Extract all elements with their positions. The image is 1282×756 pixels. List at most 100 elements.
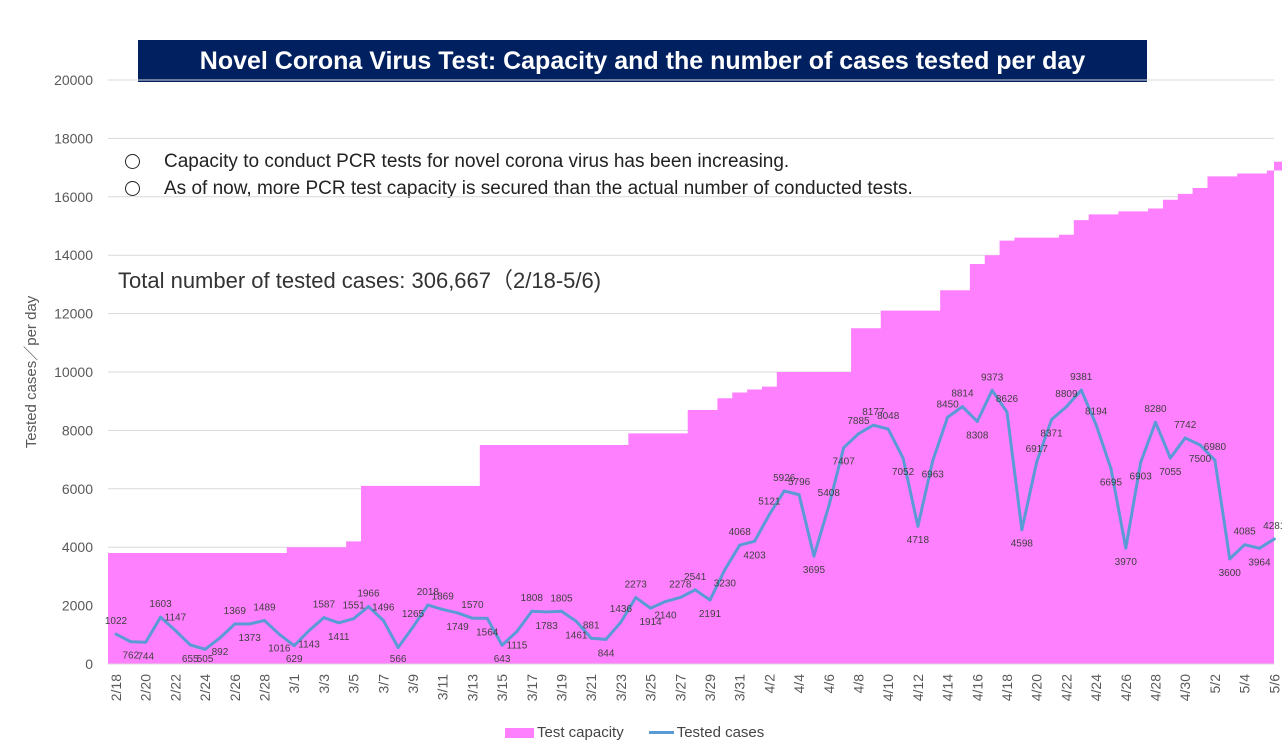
tested-point — [470, 616, 474, 620]
x-tick-label: 4/4 — [791, 674, 807, 694]
data-label: 4085 — [1233, 527, 1256, 538]
tested-point — [857, 432, 860, 436]
data-label: 1564 — [476, 627, 499, 638]
tested-point — [1228, 557, 1232, 561]
data-label: 8177 — [862, 407, 885, 418]
bullet-item: As of now, more PCR test capacity is sec… — [125, 175, 913, 202]
bullet-text: As of now, more PCR test capacity is sec… — [164, 178, 913, 199]
data-label: 1143 — [298, 640, 320, 651]
tested-point — [263, 619, 266, 623]
data-label: 892 — [212, 647, 229, 658]
tested-point — [589, 636, 593, 640]
tested-point — [411, 625, 415, 629]
data-label: 1749 — [446, 622, 469, 633]
data-label: 1914 — [639, 617, 662, 628]
data-label: 1373 — [239, 633, 262, 644]
chart-title: Novel Corona Virus Test: Capacity and th… — [138, 40, 1147, 82]
tested-point — [975, 419, 979, 423]
tested-point — [782, 489, 786, 493]
tested-point — [233, 622, 237, 626]
x-tick-label: 3/17 — [524, 674, 540, 701]
x-tick-label: 5/4 — [1237, 674, 1253, 694]
tested-point — [1064, 405, 1068, 409]
x-tick-label: 3/7 — [375, 674, 391, 694]
data-label: 8371 — [1040, 429, 1063, 440]
data-label: 3970 — [1115, 557, 1138, 568]
data-label: 7742 — [1174, 420, 1197, 431]
legend-swatch-capacity — [505, 727, 534, 738]
y-tick-label: 18000 — [54, 130, 93, 146]
data-label: 1603 — [149, 599, 172, 610]
x-tick-label: 3/29 — [702, 674, 718, 701]
tested-point — [1168, 456, 1172, 460]
data-label: 5796 — [788, 477, 811, 488]
tested-point — [1183, 436, 1187, 440]
data-label: 8814 — [951, 389, 974, 400]
tested-point — [1198, 443, 1202, 447]
data-label: 3695 — [803, 565, 826, 576]
data-label: 2140 — [654, 611, 677, 622]
capacity-area — [108, 161, 1282, 664]
data-label: 881 — [583, 620, 600, 631]
tested-point — [530, 609, 534, 613]
bullet-item: Capacity to conduct PCR tests for novel … — [125, 148, 913, 175]
x-tick-label: 2/22 — [167, 674, 183, 701]
data-label: 762 — [123, 651, 140, 662]
y-tick-label: 2000 — [62, 598, 93, 614]
data-label: 1966 — [357, 589, 380, 600]
tested-point — [292, 644, 296, 648]
tested-point — [753, 539, 757, 543]
data-label: 8308 — [966, 430, 989, 441]
data-label: 1265 — [402, 609, 425, 620]
tested-point — [500, 643, 504, 647]
data-label: 2541 — [684, 572, 707, 583]
y-tick-label: 16000 — [54, 189, 93, 205]
tested-point — [1124, 546, 1128, 550]
data-label: 643 — [494, 654, 511, 665]
tested-point — [886, 427, 890, 431]
tested-point — [144, 640, 148, 644]
tested-point — [515, 629, 519, 633]
data-label: 2191 — [699, 609, 722, 620]
data-label: 2273 — [625, 580, 648, 591]
tested-point — [337, 621, 341, 625]
x-tick-label: 4/30 — [1177, 674, 1193, 701]
y-tick-label: 6000 — [62, 481, 93, 497]
data-label: 8450 — [936, 399, 959, 410]
tested-point — [441, 607, 445, 611]
data-label: 1587 — [313, 600, 336, 611]
data-label: 1783 — [536, 621, 559, 632]
data-label: 844 — [598, 648, 615, 659]
tested-point — [248, 622, 252, 626]
legend: Test capacity Tested cases — [505, 724, 764, 741]
data-label: 1869 — [432, 591, 455, 602]
data-label: 4281 — [1263, 521, 1282, 532]
x-tick-label: 3/1 — [286, 674, 302, 694]
tested-point — [1079, 388, 1083, 392]
x-tick-label: 2/26 — [227, 674, 243, 701]
tested-point — [307, 629, 311, 633]
tested-point — [1154, 420, 1157, 424]
tested-point — [1050, 418, 1054, 422]
tested-point — [1035, 460, 1039, 464]
data-label: 744 — [137, 651, 154, 662]
tested-point — [916, 524, 920, 528]
bullet-list: Capacity to conduct PCR tests for novel … — [125, 148, 913, 202]
data-label: 3964 — [1248, 557, 1271, 568]
tested-point — [797, 493, 801, 497]
data-label: 1489 — [253, 603, 276, 614]
x-tick-label: 2/18 — [108, 674, 124, 701]
x-tick-label: 4/6 — [821, 674, 837, 694]
data-label: 4598 — [1011, 539, 1034, 550]
y-tick-label: 12000 — [54, 306, 93, 322]
tested-point — [901, 456, 905, 460]
x-tick-label: 3/27 — [672, 674, 688, 701]
data-label: 6963 — [922, 470, 945, 481]
data-label: 8626 — [996, 394, 1019, 405]
data-label: 3600 — [1219, 568, 1242, 579]
y-axis-label: Tested cases／per day — [23, 295, 40, 448]
data-label: 1570 — [461, 600, 484, 611]
tested-point — [1243, 543, 1247, 547]
tested-point — [396, 645, 400, 649]
